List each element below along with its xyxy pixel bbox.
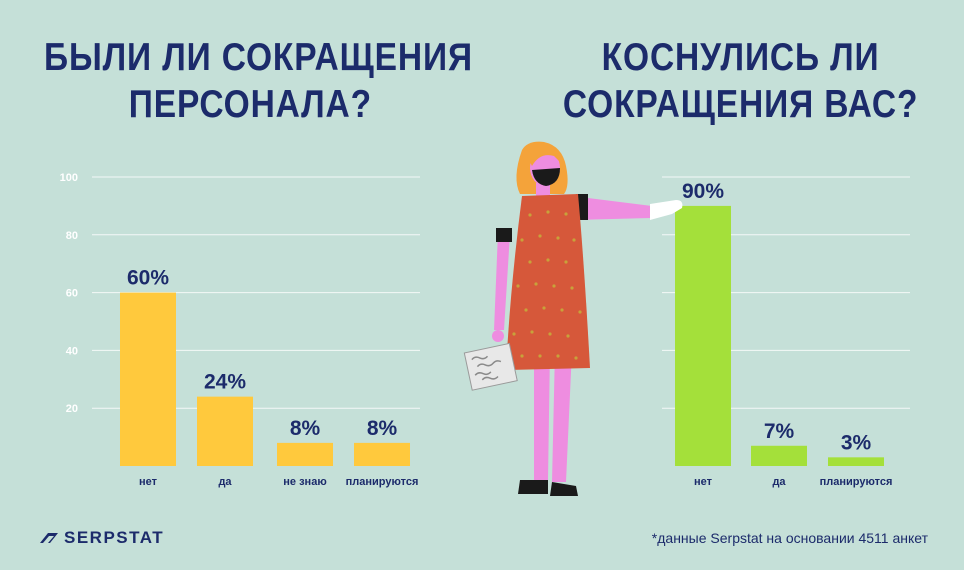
bar-value-label: 60% [127, 267, 169, 290]
dress-shape [506, 194, 590, 370]
hair-fringe [528, 145, 562, 166]
left-title-line-1: БЫЛИ ЛИ СОКРАЩЕНИЯ [44, 36, 473, 79]
bar-да [197, 396, 253, 466]
data-source-footnote: *данные Serpstat на основании 4511 анкет [651, 530, 928, 546]
pointing-arm [572, 196, 652, 220]
y-tick-label: 40 [66, 345, 78, 357]
left-bar-chart: 20 40 60 80 100 60% нет 24% да 8% не знаю 8% планиру… [60, 172, 420, 488]
bar-value-label: 24% [204, 371, 246, 394]
bar-да [751, 445, 807, 466]
category-label: планируются [820, 476, 893, 488]
y-tick-label: 60 [66, 288, 78, 300]
glove-icon [650, 200, 683, 220]
neck-shape [536, 183, 550, 197]
category-label: да [218, 476, 232, 488]
right-bar-chart: 90% нет 7% да 3% планируются [662, 176, 910, 488]
bar-планируются [828, 457, 884, 466]
serpstat-logo-icon [40, 533, 58, 543]
category-label: нет [139, 476, 158, 488]
right-title-line-2: СОКРАЩЕНИЯ ВАС? [562, 83, 919, 126]
category-label: планируются [346, 476, 419, 488]
bar-планируются [354, 442, 410, 466]
left-shoe [518, 480, 548, 494]
right-title-line-1: КОСНУЛИСЬ ЛИ [601, 36, 880, 79]
bar-не-знаю [277, 442, 333, 466]
category-label: не знаю [283, 476, 326, 488]
bar-value-label: 7% [764, 420, 795, 443]
left-chart-title: БЫЛИ ЛИ СОКРАЩЕНИЯ ПЕРСОНАЛА? [44, 34, 473, 128]
bar-нет [675, 205, 731, 466]
left-title-line-2: ПЕРСОНАЛА? [128, 83, 372, 126]
y-tick-label: 100 [60, 172, 78, 184]
paper-icon [463, 342, 518, 391]
y-tick-label: 80 [66, 230, 78, 242]
serpstat-logo: SERPSTAT [38, 528, 164, 548]
bar-value-label: 8% [367, 417, 398, 440]
category-label: да [772, 476, 786, 488]
category-label: нет [694, 476, 713, 488]
bar-value-label: 3% [841, 431, 872, 454]
hand-shape [492, 330, 504, 342]
back-arm [494, 232, 510, 330]
right-shoe [550, 482, 578, 496]
mask-icon [532, 168, 560, 186]
right-chart-title: КОСНУЛИСЬ ЛИ СОКРАЩЕНИЯ ВАС? [560, 34, 921, 128]
woman-illustration [463, 141, 683, 496]
bar-value-label: 90% [682, 180, 724, 203]
bar-нет [120, 292, 176, 466]
right-leg [552, 350, 572, 482]
bar-value-label: 8% [290, 417, 321, 440]
y-tick-label: 20 [66, 403, 78, 415]
left-leg [534, 350, 550, 480]
back-sleeve-band [496, 228, 512, 242]
dress-dots [512, 210, 582, 360]
serpstat-logo-text: SERPSTAT [64, 528, 165, 547]
